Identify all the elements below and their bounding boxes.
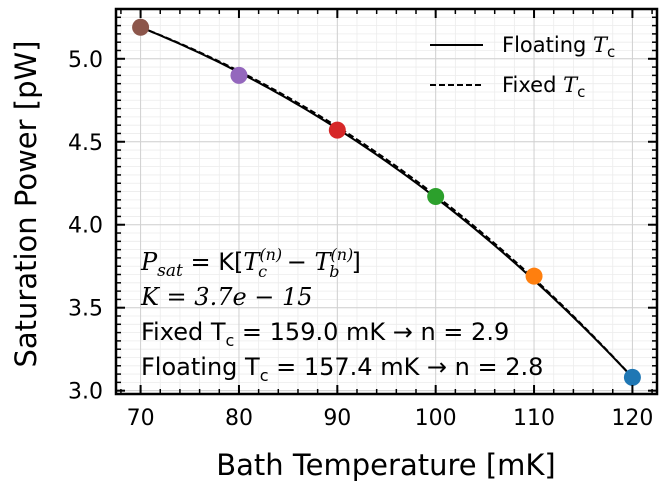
legend: Floating Tc Fixed Tc — [430, 33, 615, 101]
legend-label-fixed: Fixed Tc — [502, 73, 585, 101]
x-tick-label: 80 — [225, 406, 253, 431]
major-grid — [116, 9, 657, 394]
fit-curve-floating-tc — [140, 26, 634, 379]
x-axis-title: Bath Temperature [mK] — [216, 448, 555, 482]
y-tick-label: 4.5 — [68, 131, 103, 156]
y-axis-title: Saturation Power [pW] — [9, 40, 43, 367]
data-points — [132, 18, 641, 386]
legend-label-floating: Floating Tc — [502, 33, 615, 61]
annotation-k-value: K = 3.7e − 15 — [140, 283, 313, 311]
x-tick-label: 120 — [611, 406, 653, 431]
fit-curve-fixed-tc — [140, 26, 634, 379]
data-point — [328, 121, 346, 139]
data-point — [623, 368, 641, 386]
data-point — [525, 267, 543, 285]
y-tick-labels: 3.0 3.5 4.0 4.5 5.0 — [68, 48, 103, 405]
y-tick-label: 4.0 — [68, 214, 103, 239]
data-point — [132, 18, 150, 36]
x-tick-label: 110 — [513, 406, 555, 431]
annotation-block: Psat = K[T(n) c − T(n) b] K = 3.7e − 15 Fi… — [140, 245, 543, 385]
data-point — [230, 66, 248, 84]
annotation-floating-tc: Floating Tc = 157.4 mK → n = 2.8 — [141, 353, 543, 385]
annotation-fixed-tc: Fixed Tc = 159.0 mK → n = 2.9 — [141, 318, 509, 350]
x-tick-labels: 70 80 90 100 110 120 — [127, 406, 654, 431]
y-tick-label: 5.0 — [68, 48, 103, 73]
plot-frame — [114, 7, 659, 396]
x-tick-label: 100 — [415, 406, 457, 431]
annotation-equation: Psat = K[T(n) c − T(n) b] — [140, 245, 361, 281]
fit-curves — [140, 26, 634, 379]
minor-grid — [116, 9, 657, 394]
y-tick-label: 3.5 — [68, 297, 103, 322]
x-tick-label: 70 — [127, 406, 155, 431]
data-point — [427, 188, 445, 206]
y-tick-label: 3.0 — [68, 380, 103, 405]
x-tick-label: 90 — [323, 406, 351, 431]
